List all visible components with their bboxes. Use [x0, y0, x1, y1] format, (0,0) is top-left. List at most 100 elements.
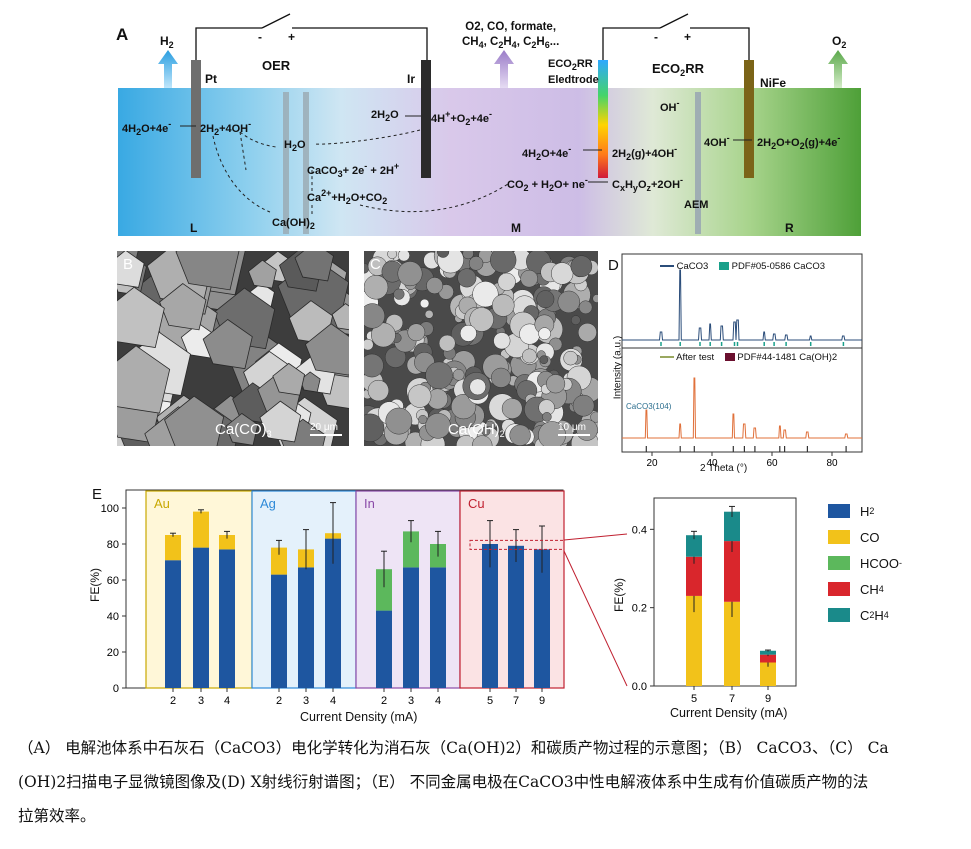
caption-line-3: 拉第效率。: [18, 807, 96, 825]
panel-a: A - + - + H2 O2 O2, CO, formate, CH4, C2…: [0, 0, 971, 240]
bar-segment: [271, 574, 287, 688]
zoom-bar-segment: [724, 541, 740, 602]
zoom-bar-segment: [760, 650, 776, 655]
chart-e-xtick: 4: [330, 695, 336, 707]
chart-e2-ytick: 0.2: [632, 603, 647, 615]
caption-line-1: （A） 电解池体系中石灰石（CaCO3）电化学转化为消石灰（Ca(OH)2）和碳…: [18, 739, 889, 757]
chart-e-xtick: 3: [408, 695, 414, 707]
bar-segment: [430, 567, 446, 688]
bar-segment: [298, 567, 314, 688]
aem-membrane: [695, 92, 701, 234]
bar-segment: [376, 610, 392, 688]
pt-electrode: [191, 60, 201, 178]
eq-oh: OH-: [660, 98, 680, 114]
bar-segment: [403, 567, 419, 688]
panel-e: E Au Ag In Cu 0 20 40 60 80 100 2 3 4 2 3 4 2 3 4 5 7 9 FE(%)…: [80, 484, 580, 730]
h2-up-arrow: [158, 50, 178, 88]
chart-e-ytick: 80: [107, 539, 119, 551]
group-label: In: [364, 496, 375, 511]
chart-e-ytick: 100: [101, 503, 119, 515]
bar-segment: [193, 511, 209, 548]
chart-e-xtick: 7: [513, 695, 519, 707]
bar-segment: [193, 547, 209, 688]
zoom-bar-segment: [686, 535, 702, 557]
bar-segment: [325, 538, 341, 688]
xrd-xtick: 60: [766, 458, 778, 469]
chart-e-ytick: 60: [107, 575, 119, 587]
chart-e-ytick: 40: [107, 611, 119, 623]
chart-e-xtick: 4: [435, 695, 441, 707]
eq-co2: CO2 + H2O+ ne-: [507, 175, 588, 193]
xrd-xtick: 80: [826, 458, 838, 469]
pt-label: Pt: [205, 72, 217, 86]
xrd-xtick: 20: [646, 458, 658, 469]
panel-b-scalebar: 20 μm: [310, 422, 342, 436]
ir-label: Ir: [407, 72, 416, 86]
zoom-bar-segment: [724, 601, 740, 686]
nife-label: NiFe: [760, 76, 787, 90]
eq-mid-left: 4H2O+4e-: [522, 144, 572, 162]
ir-electrode: [421, 60, 431, 178]
oer-title: OER: [262, 58, 291, 73]
chart-e-ytick: 20: [107, 647, 119, 659]
bar-segment: [376, 569, 392, 611]
eq-ir-left: 2H2O: [371, 109, 399, 123]
zoom-bar-segment: [760, 654, 776, 663]
eq-right-right: 2H2O+O2(g)+4e-: [757, 133, 841, 151]
xrd-legend-top: CaCO3 PDF#05-0586 CaCO3: [660, 261, 825, 272]
bar-segment: [165, 535, 181, 561]
electrolyte-cell: [118, 88, 861, 236]
chart-e2-xtick: 5: [691, 693, 697, 705]
legend-hcoo: HCOO -: [828, 550, 948, 576]
h2-label: H2: [160, 34, 174, 50]
o2-up-arrow: [828, 50, 848, 88]
panel-e-zoom: 0.0 0.2 0.4 5 7 9 FE(%) Current Density (mA): [606, 488, 806, 728]
chart-e2-xtick: 7: [729, 693, 735, 705]
eq-left: 4H2O+4e-: [122, 119, 172, 137]
chart-e-xtick: 4: [224, 695, 230, 707]
eq-caoh2: Ca(OH)2: [272, 217, 315, 231]
panel-c-scalebar: 10 μm: [558, 422, 590, 436]
o2-label: O2: [832, 34, 847, 50]
bar-segment: [403, 531, 419, 568]
xrd-xlabel: 2 Theta (°): [700, 463, 748, 474]
chart-e-xtick: 9: [539, 695, 545, 707]
panel-c-label: C: [370, 256, 381, 273]
xrd-xtick: 40: [706, 458, 718, 469]
panel-e-label: E: [92, 486, 103, 503]
zoom-bar-segment: [760, 662, 776, 686]
products-up-arrow: [494, 50, 514, 88]
eq-cxhy: CxHyOz+2OH-: [612, 175, 684, 193]
region-r: R: [785, 221, 794, 235]
chart-e-xtick: 2: [170, 695, 176, 707]
zoom-bar-segment: [686, 556, 702, 596]
switch-minus-2: -: [654, 30, 658, 44]
chart-e-xtick: 3: [198, 695, 204, 707]
eq-ir-right: 4H++O2+4e-: [431, 109, 492, 127]
eco2rr-electrode-label: ECO2RR Eledtrode: [548, 58, 599, 86]
figure-caption: （A） 电解池体系中石灰石（CaCO3）电化学转化为消石灰（Ca(OH)2）和碳…: [18, 731, 953, 833]
panel-a-label: A: [116, 25, 128, 44]
chart-e2-ytick: 0.0: [632, 681, 647, 693]
nife-electrode: [744, 60, 754, 178]
eq-caco3: CaCO3+ 2e- + 2H+: [307, 161, 400, 179]
panel-b-caption: Ca(CO)3: [215, 421, 272, 439]
group-label: Ag: [260, 496, 276, 511]
switch-plus-2: +: [684, 30, 692, 44]
caption-line-2: (OH)2扫描电子显微镜图像及(D) X射线衍射谱图；（E） 不同金属电极在Ca…: [18, 773, 869, 791]
bar-segment: [219, 535, 235, 550]
products-label: O2, CO, formate, CH4, C2H4, C2H6...: [462, 21, 560, 50]
zoom-bar-segment: [686, 595, 702, 686]
chart-e-xtick: 3: [303, 695, 309, 707]
eq-ca2: Ca2++H2O+CO2: [307, 188, 388, 206]
chart-e2-ytick: 0.4: [632, 524, 647, 536]
legend-ch4: CH 4: [828, 576, 948, 602]
bar-segment: [534, 549, 550, 688]
group-label: Cu: [468, 496, 485, 511]
eq-left-product: 2H2+4OH-: [200, 119, 252, 137]
zoom-box: [469, 539, 565, 550]
panel-d-label: D: [608, 257, 619, 274]
